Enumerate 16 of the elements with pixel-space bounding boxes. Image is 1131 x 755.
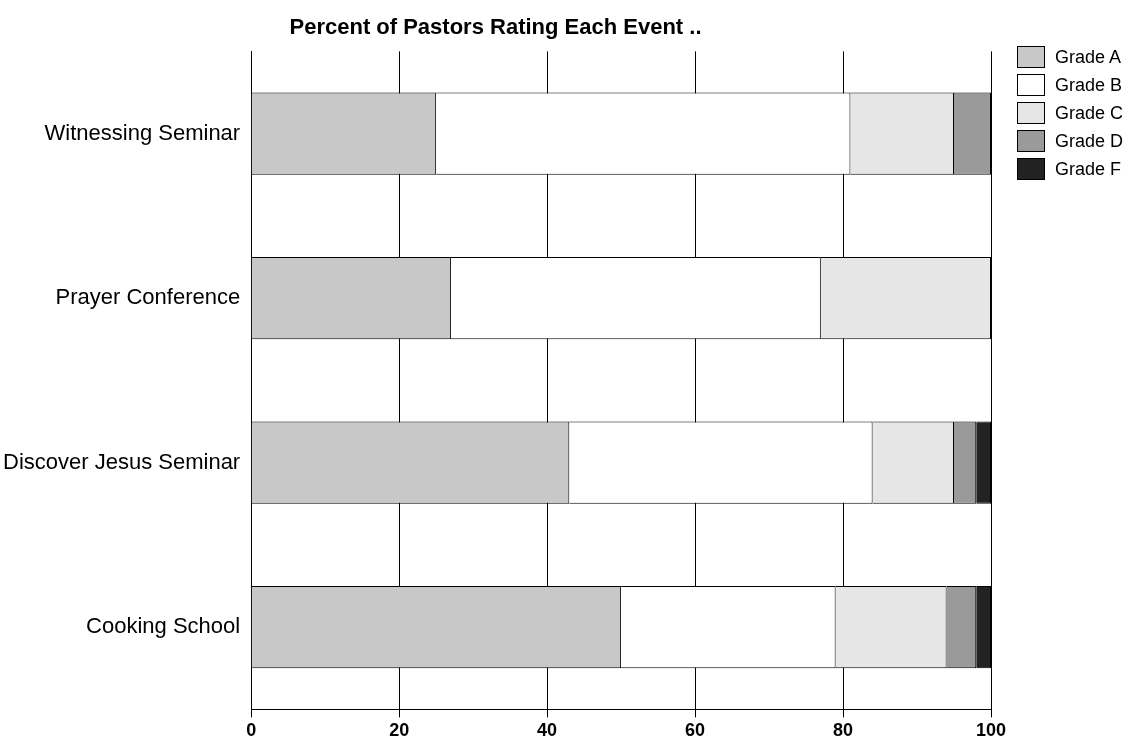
y-tick-label: Prayer Conference	[55, 284, 241, 310]
x-tick-label: 20	[389, 720, 410, 741]
legend-label: Grade A	[1054, 46, 1122, 68]
x-tick-label: 0	[246, 720, 257, 741]
x-tick-label: 100	[975, 720, 1007, 741]
x-tick-label: 80	[833, 720, 854, 741]
legend-label: Grade D	[1054, 130, 1123, 152]
y-tick-label: Cooking School	[86, 613, 241, 639]
y-tick-label: Witnessing Seminar	[44, 119, 241, 145]
x-tick-label: 40	[537, 720, 558, 741]
x-tick-label: 60	[685, 720, 706, 741]
y-tick-label: Discover Jesus Seminar	[3, 448, 241, 474]
legend-label: Grade C	[1054, 102, 1123, 124]
legend-label: Grade F	[1054, 158, 1121, 180]
chart-title: Percent of Pastors Rating Each Event ..	[289, 14, 702, 40]
text: Grade B	[1054, 74, 1123, 96]
